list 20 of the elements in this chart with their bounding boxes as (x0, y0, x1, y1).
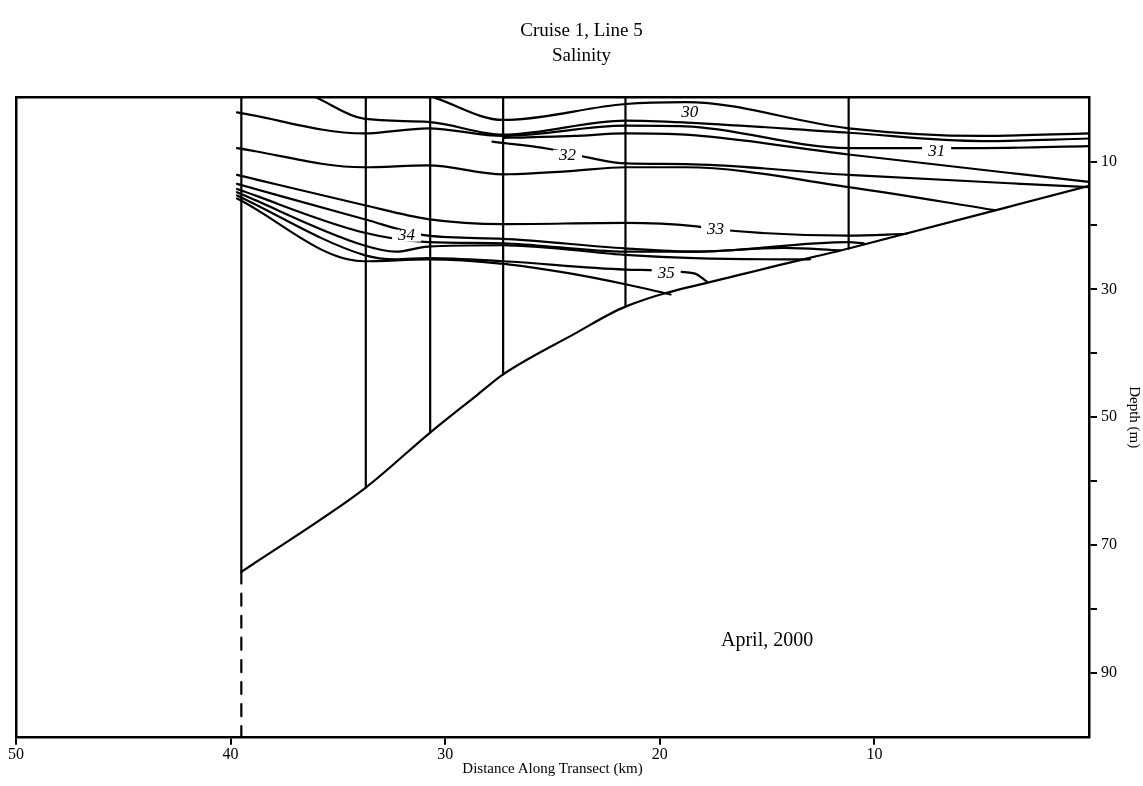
x-tick-label: 50 (8, 744, 24, 762)
annotation: 31 (927, 140, 946, 160)
y-axis-title: Depth (m) (1126, 386, 1143, 449)
chart-subtitle: Salinity (551, 44, 612, 66)
annotation: 34 (397, 225, 416, 245)
annotation: 35 (656, 262, 675, 282)
x-tick-label: 20 (651, 744, 668, 762)
annotation: 30 (680, 101, 699, 121)
annotation: April, 2000 (720, 628, 814, 652)
x-tick-label: 40 (222, 744, 239, 762)
chart-title: Cruise 1, Line 5 (520, 19, 643, 41)
y-tick-label: 10 (1101, 151, 1117, 169)
y-tick-label: 90 (1101, 663, 1117, 681)
annotation: 32 (558, 145, 577, 165)
y-tick-label: 30 (1101, 279, 1117, 297)
x-tick-label: 30 (437, 744, 454, 762)
x-axis-title: Distance Along Transect (km) (462, 759, 643, 777)
x-tick-label: 10 (866, 744, 883, 762)
y-tick-label: 50 (1101, 407, 1117, 425)
y-tick-label: 70 (1101, 535, 1117, 553)
